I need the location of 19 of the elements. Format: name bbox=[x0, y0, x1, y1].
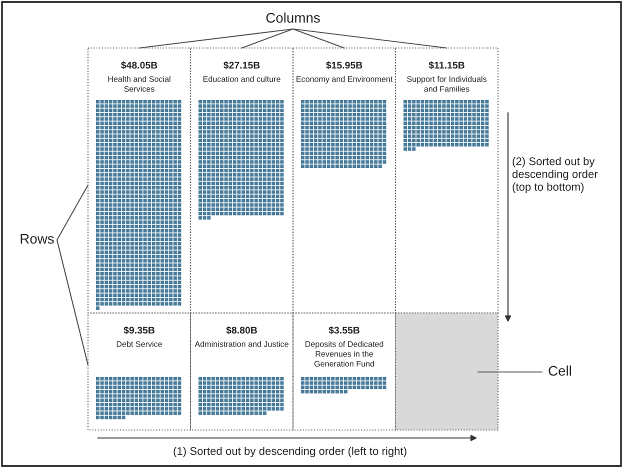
data-label: $15.95B bbox=[326, 61, 362, 70]
category-label: Health and Social Services bbox=[108, 76, 170, 92]
text: (2) Sorted out by descending order (top to bottom) bbox=[512, 157, 598, 193]
data-label: $3.55B bbox=[328, 326, 360, 334]
category-label: Administration and Justice bbox=[194, 341, 288, 347]
text: Columns bbox=[266, 12, 320, 23]
category-label: Debt Service bbox=[116, 341, 162, 347]
data-label: $11.15B bbox=[428, 61, 464, 70]
data-label: $9.35B bbox=[124, 326, 154, 334]
text: (1) Sorted out by descending order (left to right) bbox=[174, 446, 406, 458]
text: Rows bbox=[20, 234, 54, 244]
category-label: Education and culture bbox=[203, 76, 280, 82]
data-label: $27.15B bbox=[224, 61, 260, 70]
category-label: Support for Individuals and Families bbox=[407, 76, 487, 92]
data-label: $48.05B bbox=[121, 61, 158, 70]
text: Cell bbox=[548, 366, 571, 376]
category-label: Deposits of Dedicated Revenues in the Generation Fund bbox=[306, 341, 384, 367]
data-label: $8.80B bbox=[226, 326, 257, 334]
category-label: Economy and Environment bbox=[296, 76, 393, 84]
